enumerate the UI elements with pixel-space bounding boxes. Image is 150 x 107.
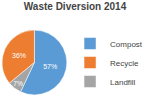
svg-text:Recycle: Recycle — [110, 59, 139, 68]
svg-text:7%: 7% — [13, 80, 23, 87]
svg-text:Compost: Compost — [110, 40, 143, 49]
svg-text:36%: 36% — [12, 52, 26, 59]
svg-text:Waste Diversion 2014: Waste Diversion 2014 — [24, 1, 127, 12]
svg-text:57%: 57% — [43, 63, 57, 70]
svg-text:Landfill: Landfill — [110, 78, 136, 87]
